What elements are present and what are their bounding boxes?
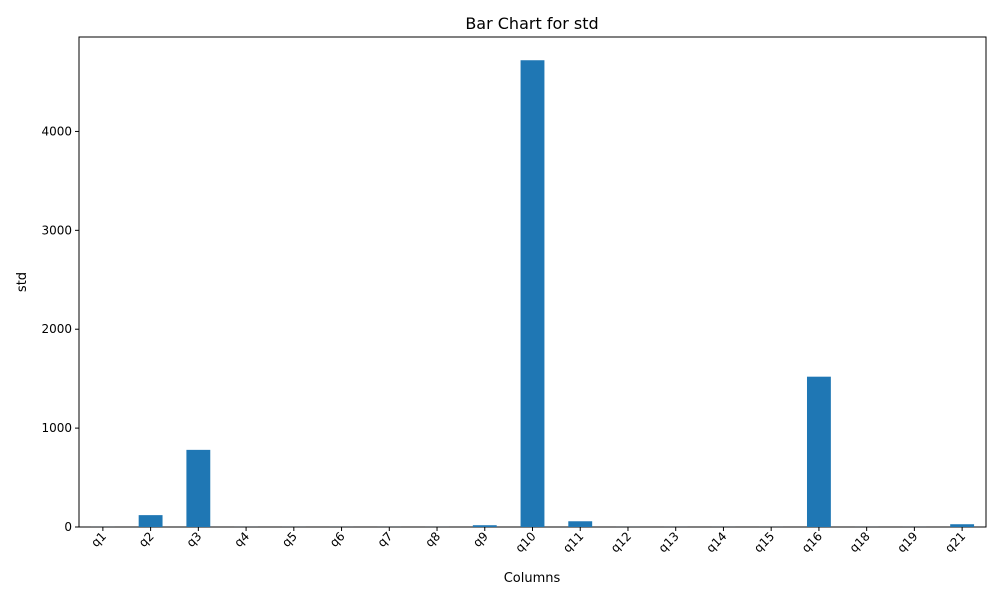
bar-q16 [806,376,831,527]
y-tick-label: 1000 [41,421,72,435]
bar-q10 [520,60,545,528]
x-tick-label: q16 [799,529,825,555]
bar-q11 [568,521,593,527]
x-tick-label: q11 [560,529,586,555]
x-tick-label: q4 [232,529,253,550]
x-tick-label: q2 [136,529,157,550]
bar-q3 [186,449,211,527]
x-tick-label: q18 [847,529,873,555]
x-tick-label: q5 [279,529,300,550]
x-tick-label: q21 [942,529,968,555]
bars-group [90,60,975,528]
y-tick-label: 2000 [41,322,72,336]
y-tick-label: 4000 [41,124,72,138]
x-axis-label: Columns [504,571,561,586]
bar-q2 [138,515,163,527]
x-tick-label: q3 [184,529,205,550]
chart-title: Bar Chart for std [465,14,598,33]
x-tick-label: q6 [327,529,348,550]
x-axis: q1 q2 q3 q4 q5 q6 q7 q8 q9 q10 q11 q12 q13 q14 q15 q16 q… [88,527,968,555]
x-tick-label: q13 [656,529,682,555]
y-axis-label: std [15,272,30,292]
x-tick-label: q14 [703,529,729,555]
x-tick-label: q8 [422,529,443,550]
x-tick-label: q1 [88,529,109,550]
x-tick-label: q7 [375,529,396,550]
bar-q9 [472,525,497,527]
y-tick-label: 0 [64,520,72,534]
bar-q21 [950,524,975,527]
x-tick-label: q15 [751,529,777,555]
y-axis: 0 1000 2000 3000 4000 [41,124,79,534]
x-tick-label: q9 [470,529,491,550]
x-tick-label: q10 [513,529,539,555]
x-tick-label: q19 [894,529,920,555]
x-tick-label: q12 [608,529,634,555]
y-tick-label: 3000 [41,223,72,237]
